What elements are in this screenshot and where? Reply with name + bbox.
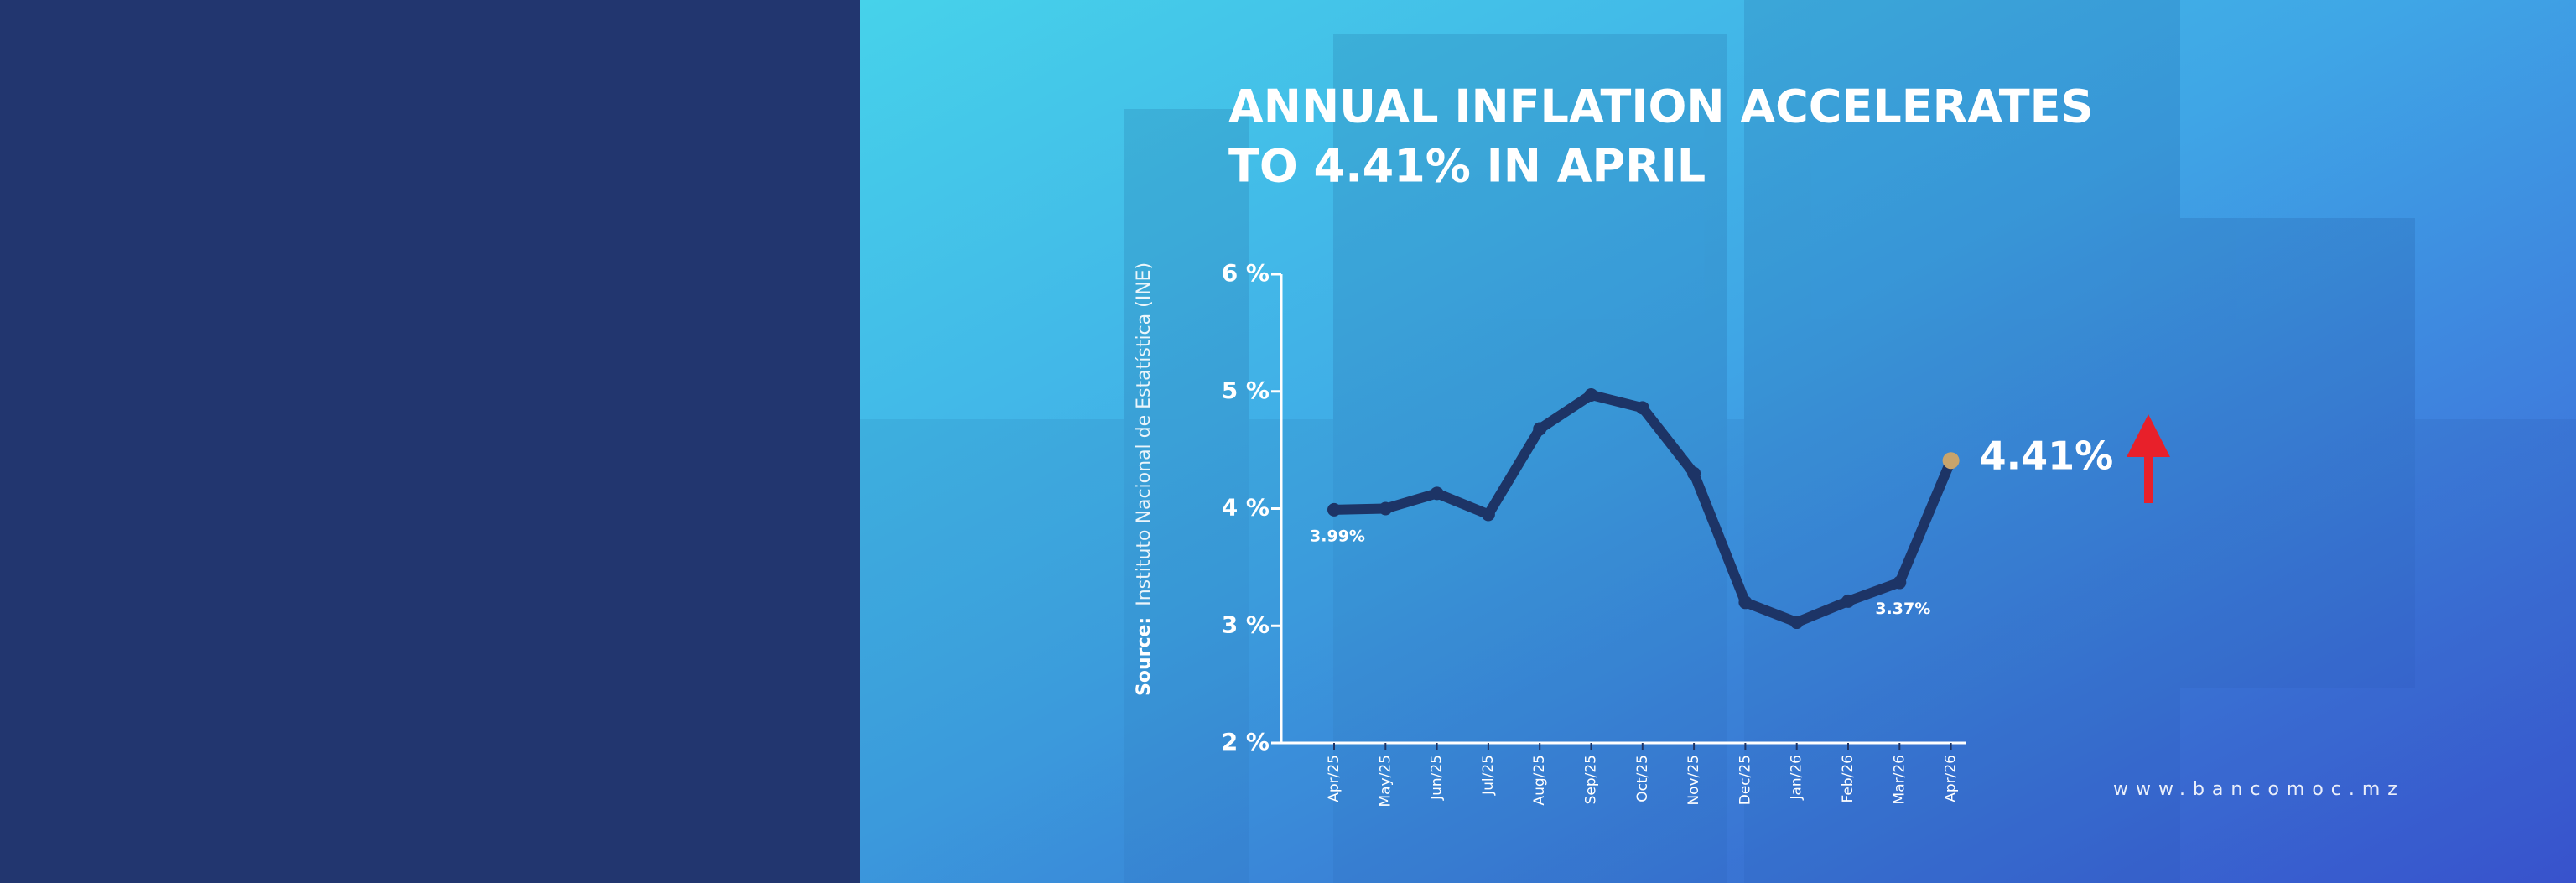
y-tick-label: 2 % [1222,728,1270,756]
point [1430,486,1444,501]
point [1789,616,1804,630]
point [1738,595,1753,610]
value-label: 3.99% [1310,527,1365,545]
point [1942,452,1960,470]
x-tick-label: Jul/25 [1480,755,1497,796]
y-tick-label: 4 % [1222,494,1270,522]
source-label: Source: [1134,617,1155,696]
point [1893,575,1907,590]
x-tick-label: Jun/25 [1429,755,1446,801]
title-line: ANNUAL INFLATION ACCELERATES [1228,81,2093,133]
x-tick-label: Aug/25 [1531,755,1548,806]
y-tick-label: 6 % [1222,259,1270,287]
source-text: Instituto Nacional de Estatística (INE) [1134,262,1155,606]
point [1584,387,1598,402]
value-label: 4.41% [1980,434,2114,479]
x-tick-label: Oct/25 [1634,755,1651,802]
point [1379,501,1393,516]
x-tick-label: Dec/25 [1737,755,1753,805]
point [1533,422,1547,436]
point [1635,401,1649,415]
value-label: 3.37% [1875,600,1930,618]
x-tick-label: Jan/26 [1789,755,1805,801]
x-tick-label: Apr/25 [1326,755,1343,802]
left-panel [0,0,860,883]
x-tick-label: Apr/26 [1943,755,1960,802]
building-silhouettes [860,0,2576,883]
point [1687,466,1701,480]
x-tick-label: Nov/25 [1685,755,1702,806]
point [1327,502,1341,517]
title-line: TO 4.41% IN APRIL [1228,140,1706,193]
point [1841,594,1855,608]
source-note: Source: Instituto Nacional de Estatístic… [1134,262,1155,696]
y-tick-label: 5 % [1222,377,1270,404]
up-arrow [2127,414,2170,503]
y-tick-label: 3 % [1222,610,1270,638]
x-tick-label: Sep/25 [1583,755,1600,804]
x-tick-label: Mar/26 [1891,755,1908,804]
background [860,0,2576,883]
website: www.bancomoc.mz [2113,779,2405,800]
x-tick-label: Feb/26 [1840,755,1857,802]
point [1481,507,1495,522]
x-tick-label: May/25 [1377,755,1394,808]
plot: 2 % 3 % 4 % 5 % 6 % Apr/25 May/25 Jun/25 Jul/25 A… [1222,259,2113,808]
